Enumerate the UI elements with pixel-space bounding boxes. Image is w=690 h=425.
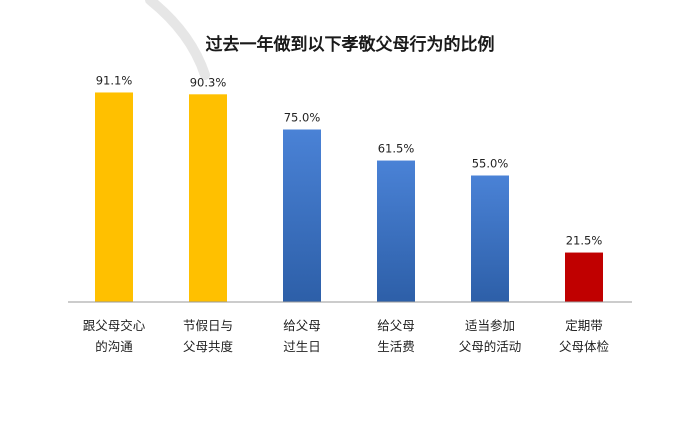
category-label-4-line-0: 适当参加	[465, 318, 515, 333]
category-label-0-line-0: 跟父母交心	[83, 318, 146, 333]
chart-title: 过去一年做到以下孝敬父母行为的比例	[206, 34, 495, 55]
category-label-1-line-0: 节假日与	[183, 318, 233, 333]
data-label-0: 91.1%	[96, 73, 133, 87]
category-label-3-line-1: 生活费	[377, 339, 415, 354]
category-label-1-line-1: 父母共度	[183, 339, 234, 354]
data-label-3: 61.5%	[378, 142, 415, 156]
decorative-swoosh	[145, 0, 210, 80]
data-label-2: 75.0%	[284, 111, 321, 125]
category-label-2-line-1: 过生日	[283, 339, 321, 354]
category-label-0-line-1: 的沟通	[95, 339, 133, 354]
category-label-2-line-0: 给父母	[283, 318, 321, 333]
data-label-5: 21.5%	[566, 234, 603, 248]
bar-4	[471, 175, 509, 302]
category-label-5-line-1: 父母体检	[559, 339, 610, 354]
bars-group	[95, 92, 603, 302]
bar-3	[377, 160, 415, 302]
category-label-5-line-0: 定期带	[565, 318, 603, 333]
category-label-3-line-0: 给父母	[377, 318, 415, 333]
category-label-4-line-1: 父母的活动	[459, 339, 522, 354]
data-label-1: 90.3%	[190, 75, 227, 89]
data-label-4: 55.0%	[472, 157, 509, 171]
bar-5	[565, 252, 603, 302]
bar-2	[283, 129, 321, 302]
bar-0	[95, 92, 133, 302]
bar-1	[189, 94, 227, 302]
